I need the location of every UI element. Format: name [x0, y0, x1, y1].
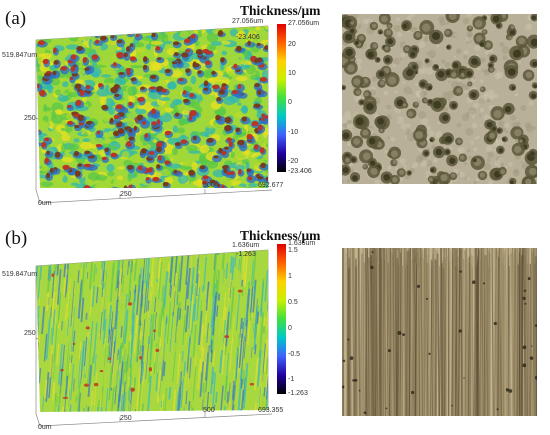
- colorbar-tick-label: -1: [288, 376, 295, 384]
- x-origin-label: 0um: [38, 200, 52, 207]
- x-mid-label: 250: [120, 415, 132, 422]
- axis-frame: [35, 40, 273, 204]
- surface-plot-a: [35, 25, 273, 204]
- colorbar-title: Thickness/μm: [240, 228, 321, 243]
- micrograph-a: [342, 14, 537, 184]
- panel-b: (b) 1.636um -1.263 519.847um 250 0um 250…: [0, 220, 550, 435]
- x-end-label: 693.355: [258, 407, 284, 414]
- colorbar-tick-label: -20: [288, 158, 299, 165]
- colorbar-tick-label: 0: [288, 324, 292, 332]
- x-origin-label: 0um: [38, 424, 52, 431]
- colorbar-a: [277, 24, 286, 172]
- x-end-label: 692.677: [258, 182, 284, 189]
- panel-a: (a) 27.056um -23.406 519.847um 250 0um 2…: [0, 0, 550, 210]
- x-500-label: 500: [203, 182, 215, 189]
- colorbar-tick-label: 1: [288, 272, 292, 280]
- micrograph-b: [342, 248, 537, 416]
- colorbar-tick-label: -10: [288, 128, 299, 136]
- panel-label: (b): [5, 228, 28, 249]
- colorbar-tick-label: 27.056um: [288, 20, 320, 27]
- y-mid-label: 250: [24, 330, 36, 337]
- colorbar-tick-label: 0: [288, 99, 292, 107]
- surface-a: [36, 26, 268, 188]
- panel-label: (a): [5, 8, 27, 29]
- colorbar-tick-label: 0.5: [288, 298, 298, 306]
- surface-plot-b: [35, 249, 273, 427]
- colorbar-tick-label: -23.406: [288, 168, 312, 175]
- colorbar-tick-label: -1.263: [288, 390, 308, 397]
- y-max-label: 519.847um: [2, 271, 38, 278]
- colorbar-tick-label: 1.636um: [288, 240, 316, 247]
- z-bottom-label: -23.406: [236, 34, 260, 41]
- y-max-label: 519.847um: [2, 52, 38, 59]
- x-500-label: 500: [203, 407, 215, 414]
- surface-b: [36, 250, 268, 412]
- colorbar-tick-label: -0.5: [288, 350, 301, 358]
- colorbar-title: Thickness/μm: [240, 3, 321, 18]
- colorbar-b: [277, 244, 286, 394]
- y-mid-label: 250: [24, 115, 36, 122]
- x-mid-label: 250: [120, 191, 132, 198]
- colorbar-tick-label: 10: [288, 70, 296, 78]
- z-top-label: 1.636um: [232, 242, 260, 249]
- colorbar-tick-label: 20: [288, 40, 296, 48]
- colorbar-tick-label: 1.5: [288, 247, 298, 255]
- z-top-label: 27.056um: [232, 18, 264, 25]
- z-bottom-label: -1.263: [236, 251, 256, 258]
